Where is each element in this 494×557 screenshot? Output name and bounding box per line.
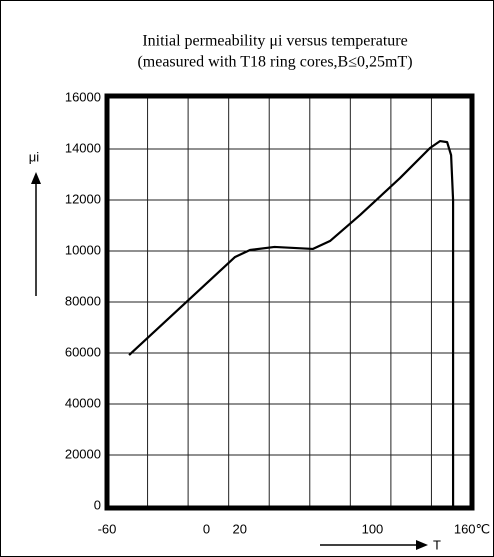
y-tick-label: 12000	[65, 191, 101, 206]
data-line	[128, 139, 455, 506]
y-tick-label: 60000	[65, 344, 101, 359]
y-axis-label: μi	[29, 149, 39, 164]
chart-title: Initial permeability μi versus temperatu…	[142, 33, 407, 50]
x-tick-label: 100	[362, 521, 384, 536]
x-tick-label: -60	[98, 521, 117, 536]
y-tick-label: 14000	[65, 140, 101, 155]
x-axis-label: T	[433, 537, 441, 552]
y-tick-label: 20000	[65, 446, 101, 461]
chart-subtitle: (measured with T18 ring cores,B≤0,25mT)	[137, 54, 412, 71]
y-tick-label: 16000	[65, 89, 101, 104]
y-tick-label: 10000	[65, 242, 101, 257]
x-tick-label: 0	[203, 521, 210, 536]
x-tick-label: 20	[232, 521, 246, 536]
x-tick-label: 160℃	[454, 521, 490, 536]
plot-border	[104, 93, 475, 511]
x-arrow-head	[416, 540, 428, 550]
y-arrow-head	[31, 172, 41, 184]
y-tick-label: 0	[94, 497, 101, 512]
y-tick-label: 80000	[65, 293, 101, 308]
y-tick-label: 40000	[65, 395, 101, 410]
